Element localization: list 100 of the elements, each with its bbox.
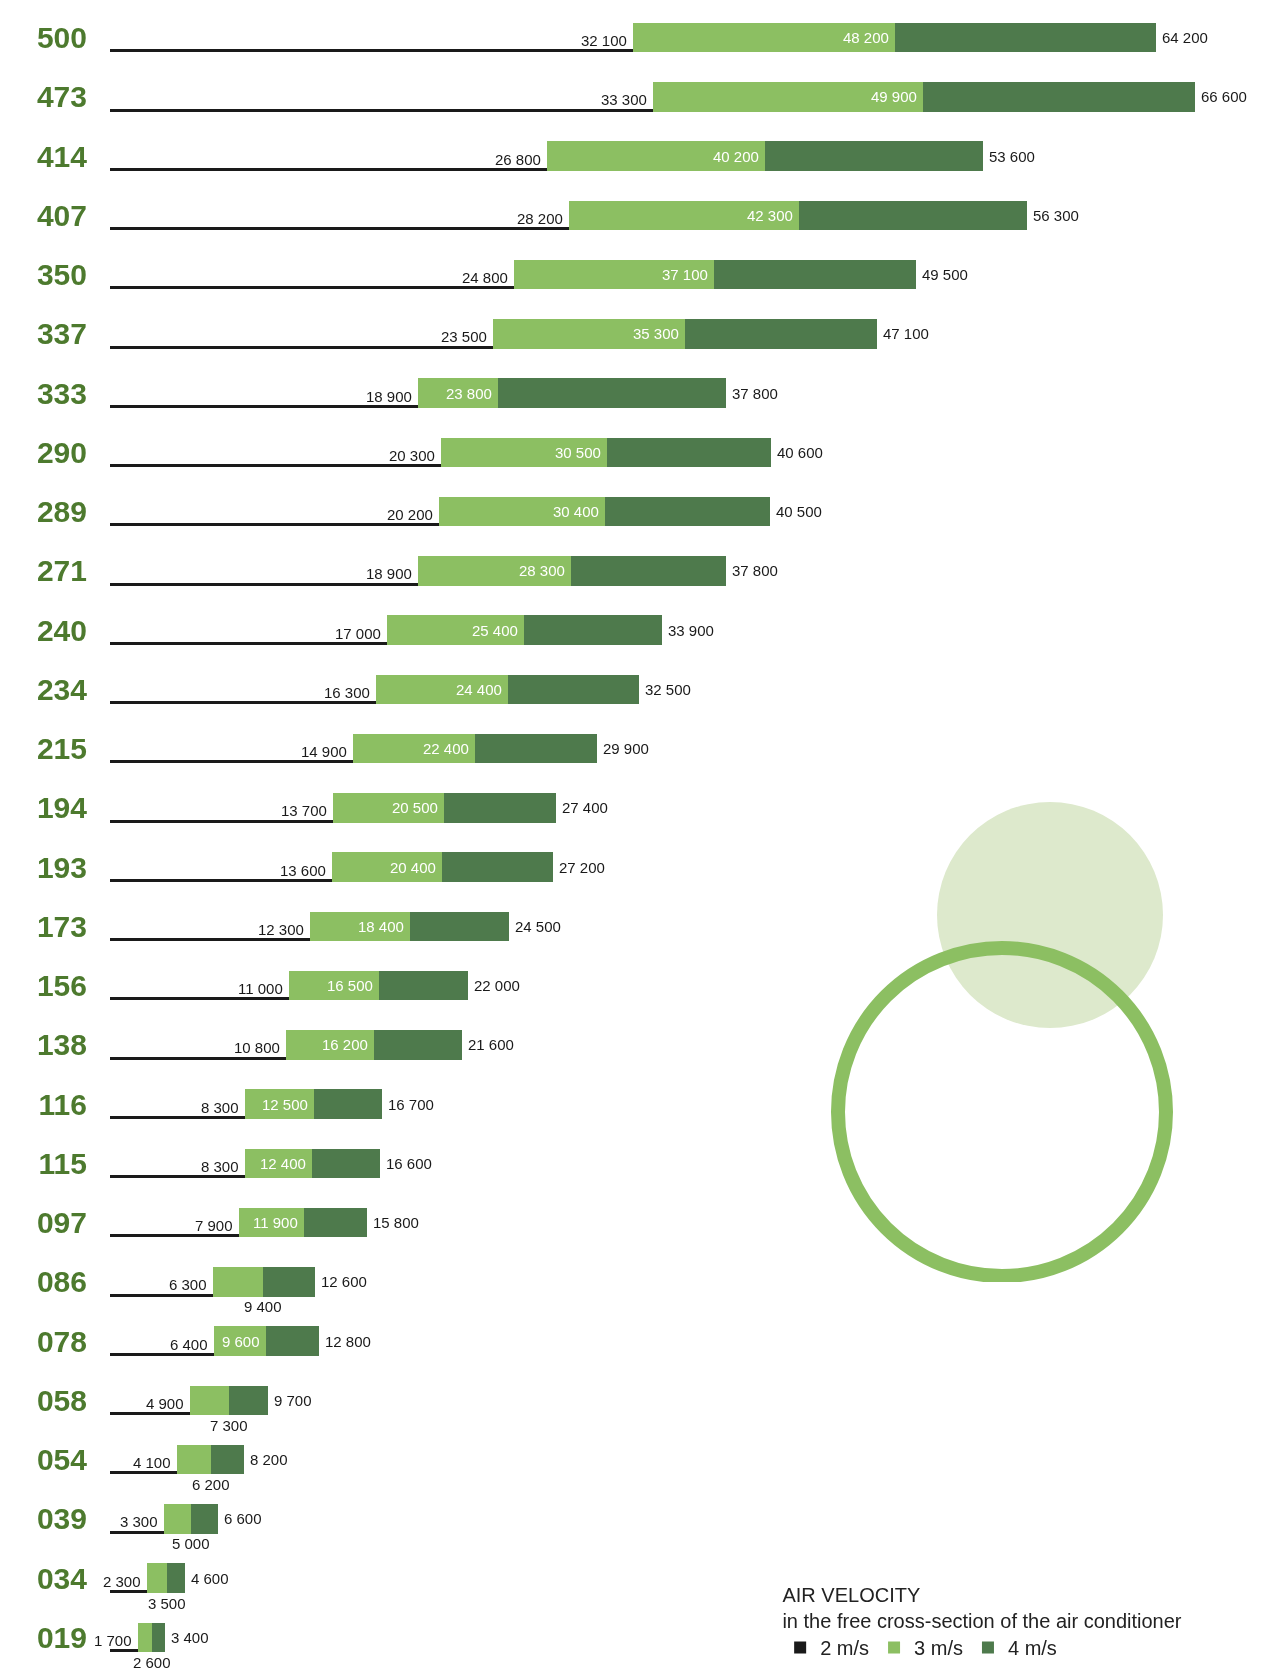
annotation: 2 600 bbox=[133, 1654, 171, 1671]
annotation: 23 800 bbox=[446, 385, 492, 402]
bar bbox=[167, 1563, 185, 1593]
bar bbox=[571, 556, 726, 586]
bar bbox=[110, 938, 310, 941]
bar bbox=[714, 260, 916, 289]
bar bbox=[152, 1623, 165, 1652]
data-label: 33 300 bbox=[601, 91, 647, 108]
annotation: 49 900 bbox=[871, 88, 917, 105]
bar bbox=[110, 227, 569, 230]
bar bbox=[310, 912, 410, 941]
data-label: 4 100 bbox=[133, 1454, 171, 1471]
bar bbox=[110, 997, 289, 1000]
annotation: 6 200 bbox=[192, 1476, 230, 1493]
annotation: 18 400 bbox=[358, 918, 404, 935]
y-tick-label: 500 bbox=[36, 21, 87, 55]
data-label: 3 300 bbox=[120, 1513, 158, 1530]
bar bbox=[685, 319, 877, 349]
data-label: 1 700 bbox=[94, 1632, 132, 1649]
bar bbox=[110, 1057, 286, 1060]
legend-title: AIR VELOCITY in the free cross-section of the air conditioner bbox=[782, 1584, 1182, 1632]
total-label: 6 600 bbox=[224, 1510, 262, 1527]
bar bbox=[799, 201, 1027, 230]
bar bbox=[442, 852, 553, 882]
data-label: 10 800 bbox=[234, 1039, 280, 1056]
bar bbox=[138, 1623, 152, 1652]
data-label: 4 900 bbox=[146, 1395, 184, 1412]
data-label: 26 800 bbox=[495, 151, 541, 168]
bar bbox=[304, 1208, 367, 1237]
bar bbox=[213, 1267, 263, 1297]
bar bbox=[498, 378, 726, 408]
bar bbox=[765, 141, 983, 171]
annotation: 20 400 bbox=[390, 859, 436, 876]
bar bbox=[374, 1030, 462, 1060]
total-label: 3 400 bbox=[171, 1629, 209, 1646]
bar bbox=[569, 201, 799, 230]
y-tick-label: 407 bbox=[36, 198, 87, 232]
bar bbox=[110, 1412, 190, 1415]
bar bbox=[110, 583, 418, 586]
bar bbox=[229, 1386, 268, 1415]
annotation: 12 500 bbox=[262, 1096, 308, 1113]
data-label: 18 900 bbox=[366, 565, 412, 582]
bar bbox=[524, 615, 662, 645]
y-tick-label: 034 bbox=[36, 1561, 88, 1595]
total-label: 56 300 bbox=[1033, 207, 1079, 224]
total-label: 49 500 bbox=[922, 266, 968, 283]
data-label: 32 100 bbox=[581, 32, 627, 49]
data-label: 6 300 bbox=[169, 1276, 207, 1293]
data-label: 16 300 bbox=[324, 684, 370, 701]
data-label: 8 300 bbox=[201, 1158, 239, 1175]
total-label: 29 900 bbox=[603, 740, 649, 757]
bar bbox=[379, 971, 468, 1000]
bar bbox=[110, 109, 653, 112]
total-label: 64 200 bbox=[1162, 29, 1208, 46]
annotation: 16 500 bbox=[327, 977, 373, 994]
data-label: 7 900 bbox=[195, 1217, 233, 1234]
y-tick-label: 290 bbox=[36, 435, 87, 469]
annotation: 9 600 bbox=[222, 1333, 260, 1350]
bar bbox=[110, 879, 332, 882]
total-label: 47 100 bbox=[883, 325, 929, 342]
y-tick-label: 097 bbox=[36, 1206, 87, 1240]
total-label: 22 000 bbox=[474, 977, 520, 994]
total-label: 37 800 bbox=[732, 385, 778, 402]
bar bbox=[110, 701, 376, 704]
annotation: 5 000 bbox=[172, 1535, 210, 1552]
annotation: 30 500 bbox=[555, 444, 601, 461]
bar bbox=[444, 793, 556, 823]
y-tick-label: 414 bbox=[36, 139, 88, 173]
bar bbox=[923, 82, 1195, 112]
bar bbox=[110, 1116, 245, 1119]
bar bbox=[514, 260, 714, 289]
total-label: 33 900 bbox=[668, 622, 714, 639]
annotation: 3 500 bbox=[148, 1595, 186, 1612]
annotation: 11 900 bbox=[253, 1214, 298, 1231]
bar bbox=[110, 1649, 138, 1652]
annotation: 22 400 bbox=[423, 740, 469, 757]
annotation: 48 200 bbox=[843, 29, 889, 46]
bar bbox=[110, 820, 333, 823]
data-label: 11 000 bbox=[238, 980, 283, 997]
data-label: 12 300 bbox=[258, 921, 304, 938]
bar bbox=[493, 319, 685, 349]
bar bbox=[633, 23, 895, 52]
y-tick-label: 240 bbox=[36, 613, 87, 647]
bar bbox=[653, 82, 923, 112]
y-tick-label: 173 bbox=[36, 909, 87, 943]
bar bbox=[211, 1445, 244, 1474]
annotation: 12 400 bbox=[260, 1155, 306, 1172]
annotation: 24 400 bbox=[456, 681, 502, 698]
data-label: 20 300 bbox=[389, 447, 435, 464]
bar bbox=[289, 971, 379, 1000]
annotation: 20 500 bbox=[392, 799, 438, 816]
annotation: 28 300 bbox=[519, 562, 565, 579]
total-label: 9 700 bbox=[274, 1392, 312, 1409]
y-tick-label: 054 bbox=[36, 1443, 88, 1477]
bar bbox=[314, 1089, 382, 1119]
data-label: 6 400 bbox=[170, 1336, 208, 1353]
bar bbox=[508, 675, 639, 704]
annotation: 30 400 bbox=[553, 503, 599, 520]
total-label: 12 600 bbox=[321, 1273, 367, 1290]
bar bbox=[607, 438, 771, 467]
